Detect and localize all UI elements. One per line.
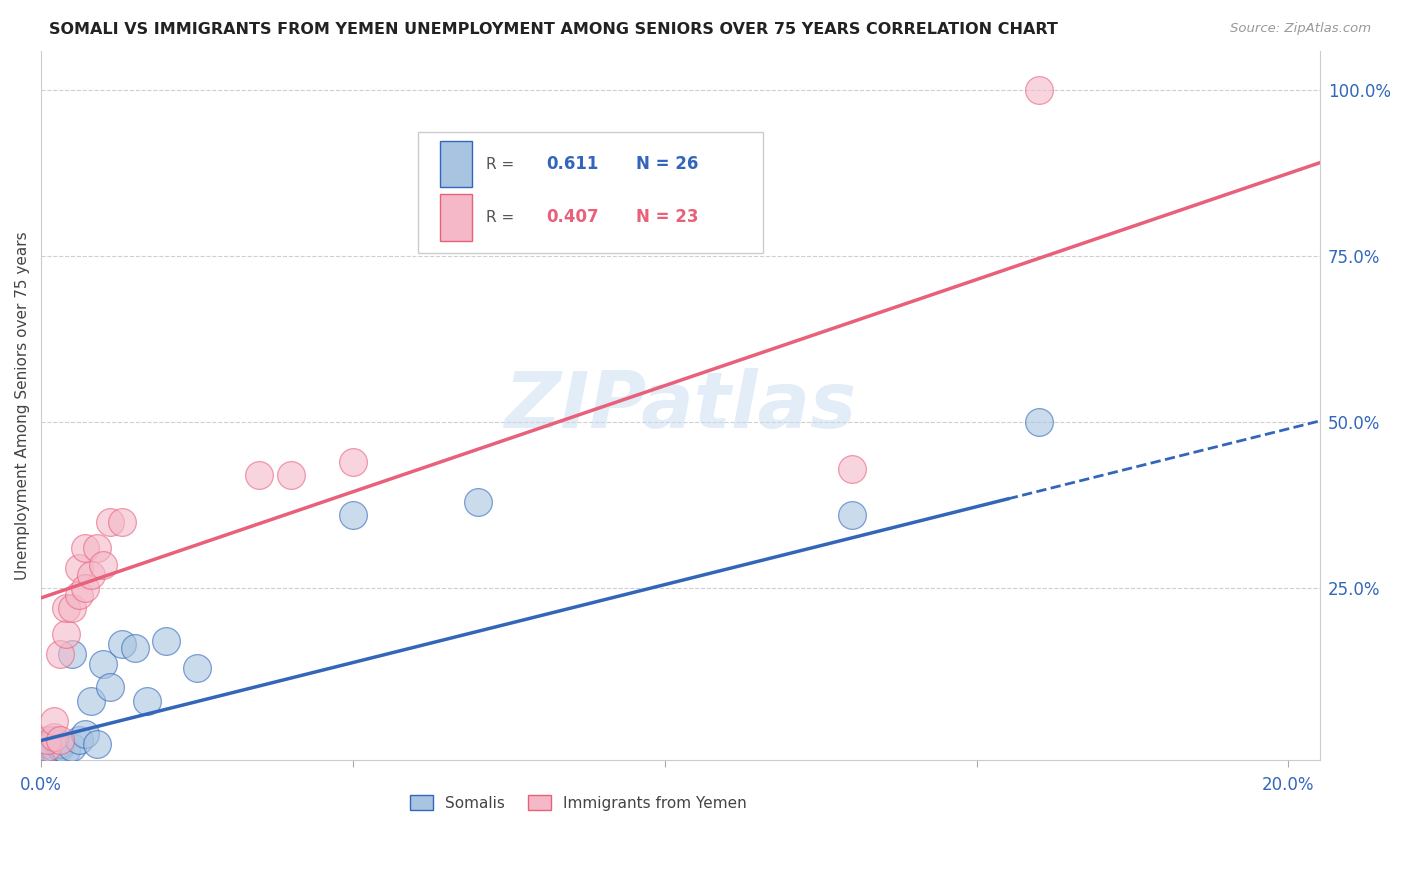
Point xyxy=(37,733,59,747)
Point xyxy=(86,737,108,751)
Text: R =: R = xyxy=(486,210,515,225)
Point xyxy=(1028,415,1050,429)
Point xyxy=(80,694,103,708)
Point xyxy=(73,581,96,595)
Point xyxy=(49,740,72,755)
Point xyxy=(841,461,863,475)
Point xyxy=(247,468,270,483)
Point xyxy=(37,740,59,755)
Point xyxy=(124,640,146,655)
Text: 0.611: 0.611 xyxy=(546,155,599,173)
Text: ZIPatlas: ZIPatlas xyxy=(505,368,856,443)
Point xyxy=(1028,83,1050,97)
Point xyxy=(342,455,364,469)
FancyBboxPatch shape xyxy=(419,132,763,253)
Point xyxy=(841,508,863,522)
Point xyxy=(73,541,96,556)
Point xyxy=(37,743,59,757)
Point xyxy=(93,657,115,672)
Point xyxy=(67,561,90,575)
Point xyxy=(60,647,83,661)
Point xyxy=(67,588,90,602)
Point xyxy=(55,627,77,641)
Point xyxy=(60,740,83,755)
Point xyxy=(73,727,96,741)
Point xyxy=(49,647,72,661)
Point xyxy=(86,541,108,556)
Bar xyxy=(440,141,472,187)
Bar xyxy=(440,194,472,241)
Text: N = 26: N = 26 xyxy=(636,155,697,173)
Point xyxy=(186,660,208,674)
Point xyxy=(467,494,489,508)
Text: SOMALI VS IMMIGRANTS FROM YEMEN UNEMPLOYMENT AMONG SENIORS OVER 75 YEARS CORRELA: SOMALI VS IMMIGRANTS FROM YEMEN UNEMPLOY… xyxy=(49,22,1059,37)
Legend: Somalis, Immigrants from Yemen: Somalis, Immigrants from Yemen xyxy=(404,789,752,816)
Point xyxy=(136,694,159,708)
Text: R =: R = xyxy=(486,157,515,172)
Point xyxy=(49,737,72,751)
Point xyxy=(42,714,65,728)
Text: 0.407: 0.407 xyxy=(546,209,599,227)
Point xyxy=(60,600,83,615)
Point xyxy=(42,733,65,747)
Y-axis label: Unemployment Among Seniors over 75 years: Unemployment Among Seniors over 75 years xyxy=(15,231,30,580)
Point xyxy=(67,733,90,747)
Point xyxy=(111,515,134,529)
Point xyxy=(155,634,177,648)
Point xyxy=(55,600,77,615)
Point xyxy=(98,515,121,529)
Point xyxy=(42,730,65,744)
Point xyxy=(111,637,134,651)
Point xyxy=(37,737,59,751)
Point xyxy=(80,567,103,582)
Point xyxy=(42,740,65,755)
Text: Source: ZipAtlas.com: Source: ZipAtlas.com xyxy=(1230,22,1371,36)
Point xyxy=(42,743,65,757)
Point xyxy=(55,743,77,757)
Point xyxy=(98,681,121,695)
Point xyxy=(342,508,364,522)
Point xyxy=(280,468,302,483)
Text: N = 23: N = 23 xyxy=(636,209,699,227)
Point xyxy=(37,740,59,755)
Point xyxy=(49,733,72,747)
Point xyxy=(93,558,115,572)
